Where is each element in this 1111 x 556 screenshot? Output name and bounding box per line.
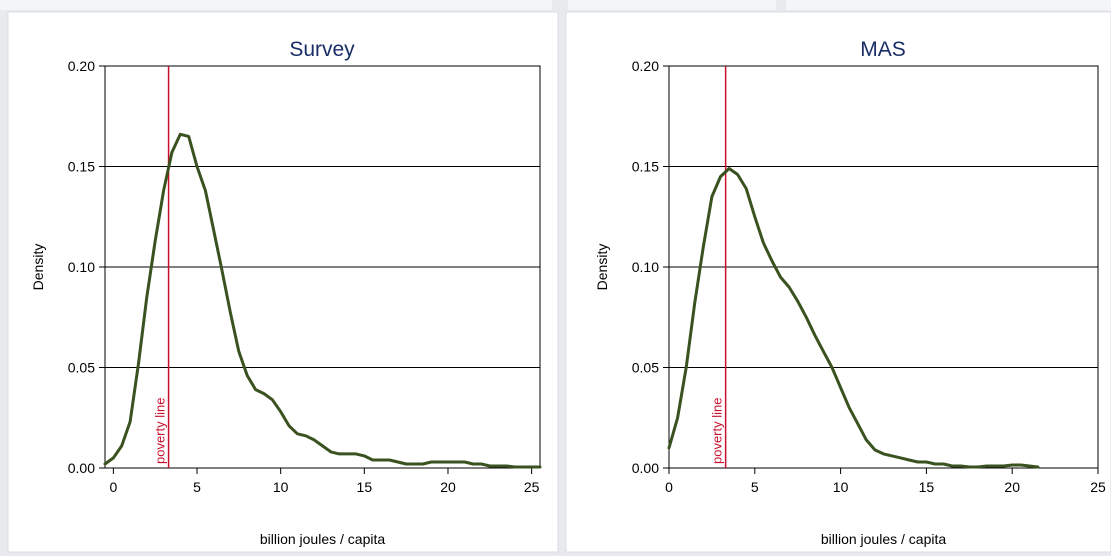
- y-tick-label: 0.05: [68, 360, 95, 376]
- y-axis-title: Density: [30, 244, 46, 291]
- y-tick-label: 0.10: [632, 259, 659, 275]
- chart-title: MAS: [860, 38, 906, 61]
- x-tick-label: 25: [1090, 479, 1106, 495]
- x-tick-label: 10: [833, 479, 849, 495]
- plot-area: [104, 65, 541, 469]
- x-tick-label: 25: [524, 479, 540, 495]
- chart-mas: 0.00 0.05 0.10 0.15 0.20 0 5 10 15 20 25 MAS Density…: [594, 38, 1106, 547]
- x-tick-label: 20: [1004, 479, 1020, 495]
- x-tick-label: 15: [357, 479, 373, 495]
- x-tick-label: 5: [751, 479, 759, 495]
- plot-area: [668, 65, 1099, 469]
- x-tick-label: 0: [109, 479, 117, 495]
- y-tick-label: 0.00: [632, 460, 659, 476]
- x-axis-title: billion joules / capita: [821, 531, 947, 547]
- chart-title: Survey: [289, 38, 355, 61]
- density-curve: [103, 132, 542, 469]
- y-tick-label: 0.15: [68, 159, 95, 175]
- strip-segment: [0, 0, 552, 10]
- y-tick-label: 0.00: [68, 460, 95, 476]
- y-tick-label: 0.20: [68, 58, 95, 74]
- x-tick-label: 10: [273, 479, 289, 495]
- y-tick-label: 0.05: [632, 360, 659, 376]
- density-curve: [667, 167, 1040, 469]
- y-tick-label: 0.15: [632, 159, 659, 175]
- x-tick-label: 0: [665, 479, 673, 495]
- poverty-line-label: poverty line: [710, 398, 725, 464]
- x-tick-label: 20: [440, 479, 456, 495]
- strip-segment: [568, 0, 776, 10]
- y-tick-label: 0.20: [632, 58, 659, 74]
- y-tick-label: 0.10: [68, 259, 95, 275]
- strip-segment: [786, 0, 1111, 10]
- x-tick-label: 15: [919, 479, 935, 495]
- x-axis-title: billion joules / capita: [260, 531, 386, 547]
- poverty-line-label: poverty line: [153, 398, 168, 464]
- chart-panel-mas: [565, 11, 1111, 553]
- y-axis-title: Density: [594, 244, 610, 291]
- x-tick-label: 5: [193, 479, 201, 495]
- top-strip: [0, 0, 1111, 12]
- chart-survey: 0.00 0.05 0.10 0.15 0.20 0 5 10 15 20 25 Survey Dens…: [30, 38, 542, 547]
